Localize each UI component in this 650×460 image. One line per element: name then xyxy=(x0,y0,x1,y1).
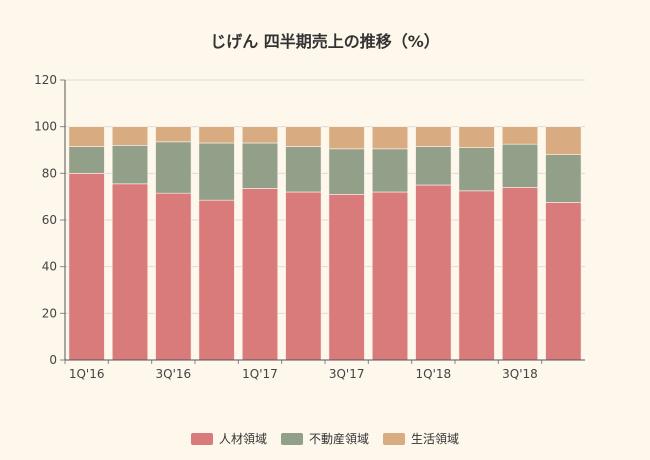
legend-label: 不動産領域 xyxy=(308,432,369,446)
bar-segment xyxy=(155,192,192,361)
legend-item[interactable]: 人材領域 xyxy=(190,430,267,447)
x-tick-label: 3Q'18 xyxy=(502,367,538,381)
bar-segment xyxy=(458,147,495,192)
bar-segment xyxy=(111,145,149,185)
chart-title: じげん 四半期売上の推移（%） xyxy=(210,32,440,51)
bar-segment xyxy=(371,148,409,193)
bar-segment xyxy=(371,126,409,150)
bar-segment xyxy=(458,190,495,361)
y-tick-label: 60 xyxy=(42,213,57,227)
bar-segment xyxy=(241,188,279,361)
x-tick-label: 3Q'17 xyxy=(329,367,365,381)
x-tick-label: 1Q'17 xyxy=(242,367,278,381)
legend-swatch xyxy=(190,432,213,445)
bar-segment xyxy=(501,187,539,361)
bar-segment xyxy=(458,126,495,148)
y-tick-label: 120 xyxy=(34,73,57,87)
legend-item[interactable]: 生活領域 xyxy=(383,430,459,447)
legend-label: 生活領域 xyxy=(411,432,460,446)
x-tick-label: 3Q'16 xyxy=(156,367,192,381)
bar-segment xyxy=(68,146,105,174)
x-tick-label: 1Q'16 xyxy=(69,367,105,381)
bar-segment xyxy=(285,126,322,147)
bar-segment xyxy=(328,126,365,150)
bar-segment xyxy=(545,154,582,203)
bar-segment xyxy=(501,143,539,188)
bar-segment xyxy=(415,126,452,147)
legend-swatch xyxy=(280,432,303,445)
bar-segment xyxy=(241,142,279,189)
bar-segment xyxy=(111,126,149,146)
bar-segment xyxy=(501,126,539,145)
bar-segment xyxy=(198,199,235,361)
bar-segment xyxy=(68,173,105,361)
legend-item[interactable]: 不動産領域 xyxy=(280,430,369,447)
y-tick-label: 100 xyxy=(34,120,57,134)
legend-label: 人材領域 xyxy=(218,432,267,446)
x-tick-label: 1Q'18 xyxy=(416,367,452,381)
bar-segment xyxy=(415,146,452,186)
bar-segment xyxy=(328,148,365,195)
y-tick-label: 0 xyxy=(49,353,57,367)
chart-legend: 人材領域 不動産領域 生活領域 xyxy=(0,430,650,447)
y-tick-label: 80 xyxy=(42,166,57,180)
bar-segment xyxy=(68,126,105,147)
bar-segment xyxy=(198,126,235,144)
bar-segment xyxy=(415,184,452,361)
bar-segment xyxy=(328,194,365,361)
y-tick-label: 40 xyxy=(42,260,57,274)
bar-segment xyxy=(241,126,279,144)
bar-segment xyxy=(155,126,192,143)
bar-segment xyxy=(545,126,582,155)
bar-segment xyxy=(198,142,235,201)
bar-segment xyxy=(285,191,322,361)
legend-swatch xyxy=(383,432,405,445)
bar-segment xyxy=(111,183,149,361)
bar-segment xyxy=(371,191,409,361)
bar-segment xyxy=(285,146,322,193)
bar-segment xyxy=(545,202,582,361)
bar-segment xyxy=(155,141,192,194)
y-tick-label: 20 xyxy=(42,306,57,320)
